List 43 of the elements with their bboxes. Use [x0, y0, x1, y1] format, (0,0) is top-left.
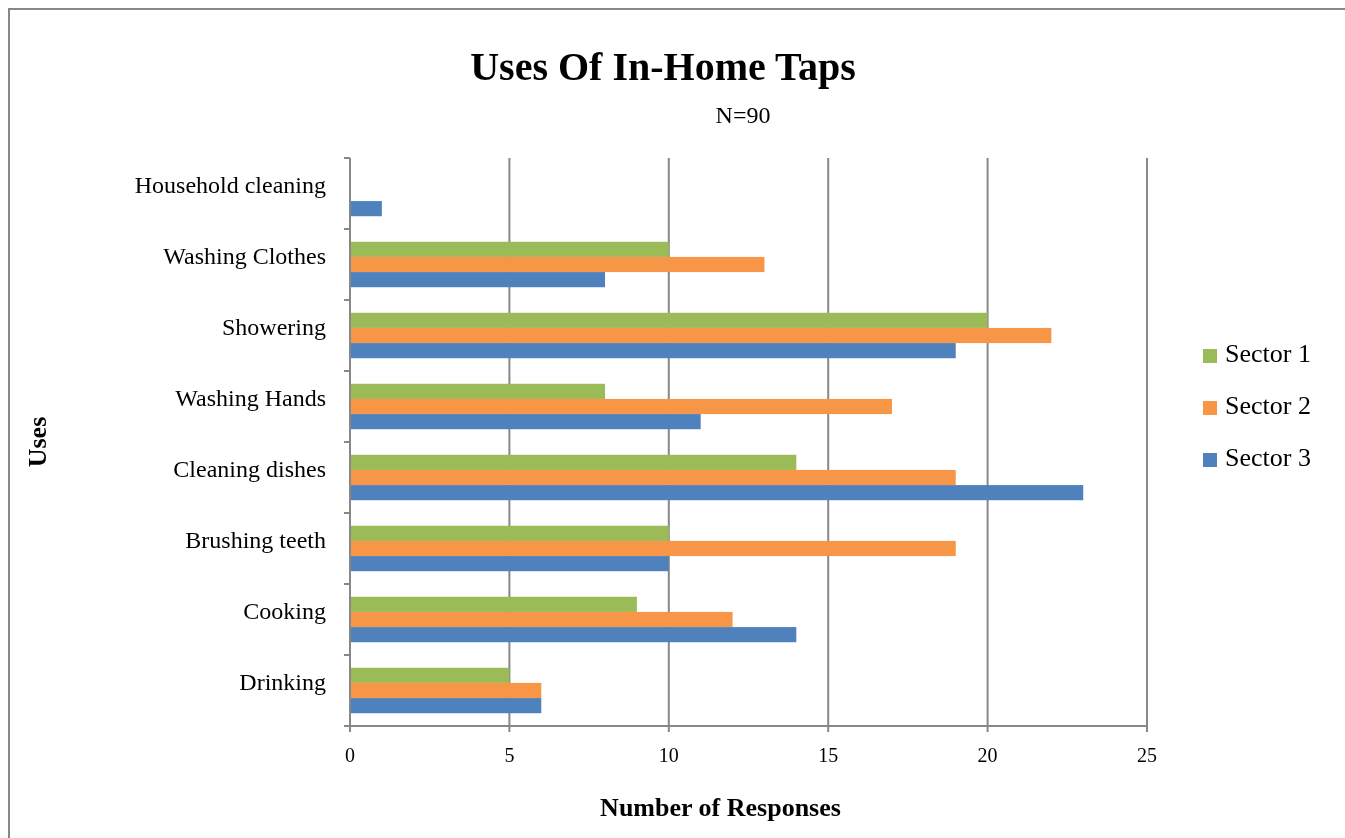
bar — [350, 398, 892, 415]
bar — [350, 256, 765, 273]
bar — [350, 611, 733, 628]
bar — [350, 485, 1084, 501]
x-tick-label: 10 — [658, 744, 679, 766]
x-tick-label: 20 — [977, 744, 998, 766]
bar — [350, 327, 1052, 344]
bar — [350, 343, 956, 359]
y-tick-label: Washing Clothes — [163, 243, 326, 270]
x-axis-title: Number of Responses — [600, 793, 841, 822]
x-tick-label: 15 — [818, 744, 839, 766]
bar — [350, 540, 956, 557]
bar — [350, 383, 606, 399]
y-axis-title: Uses — [23, 416, 52, 468]
chart-subtitle: N=90 — [715, 102, 771, 128]
bar — [350, 627, 797, 643]
x-tick-label: 0 — [345, 744, 355, 766]
bar — [350, 272, 606, 288]
x-tick-label: 25 — [1137, 744, 1157, 766]
bar — [350, 667, 510, 683]
bar — [350, 556, 669, 572]
bar — [350, 525, 669, 541]
bar — [350, 596, 637, 612]
bar — [350, 201, 382, 217]
y-tick-label: Drinking — [239, 669, 326, 696]
y-tick-label: Showering — [222, 314, 326, 341]
bar — [350, 698, 542, 714]
legend-label: Sector 3 — [1225, 442, 1311, 472]
bar — [350, 414, 701, 430]
y-tick-label: Brushing teeth — [185, 527, 326, 554]
chart-title: Uses Of In-Home Taps — [470, 44, 856, 89]
bar — [350, 241, 669, 257]
y-tick-label: Cleaning dishes — [173, 456, 326, 483]
bar — [350, 454, 797, 470]
bar — [350, 312, 988, 328]
y-tick-label: Cooking — [243, 598, 326, 625]
bar — [350, 469, 956, 486]
x-tick-label: 5 — [504, 744, 515, 766]
y-tick-label: Washing Hands — [175, 385, 326, 412]
legend-label: Sector 1 — [1225, 338, 1311, 368]
y-tick-label: Household cleaning — [134, 172, 326, 199]
legend-label: Sector 2 — [1225, 390, 1311, 420]
bar — [350, 682, 542, 699]
